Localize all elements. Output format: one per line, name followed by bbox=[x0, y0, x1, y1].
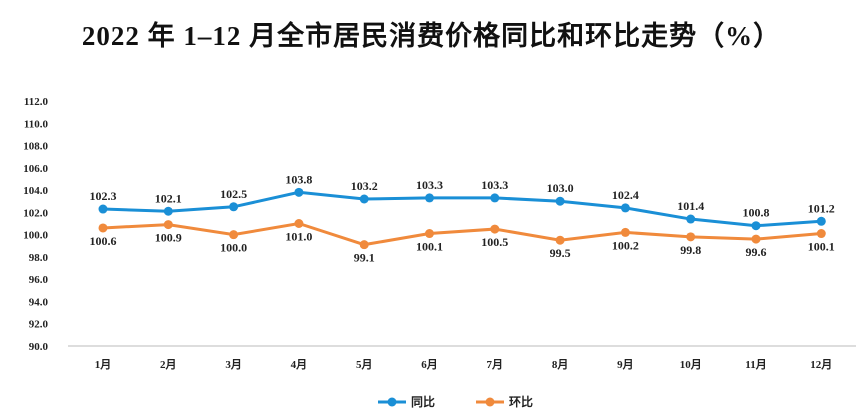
data-point bbox=[425, 229, 434, 239]
y-tick-label: 96.0 bbox=[29, 274, 49, 286]
data-label: 100.0 bbox=[220, 241, 247, 255]
data-point bbox=[294, 219, 304, 228]
data-label: 103.3 bbox=[416, 178, 443, 192]
data-point bbox=[816, 229, 826, 239]
data-point bbox=[555, 196, 565, 206]
data-label: 100.9 bbox=[155, 231, 182, 245]
y-tick-label: 92.0 bbox=[29, 319, 49, 331]
data-label: 100.6 bbox=[90, 234, 117, 248]
data-label: 103.8 bbox=[285, 172, 312, 186]
y-tick-label: 106.0 bbox=[23, 163, 48, 175]
legend-marker bbox=[485, 397, 495, 407]
x-tick-label: 9月 bbox=[617, 358, 634, 371]
data-label: 99.5 bbox=[550, 246, 571, 260]
data-label: 103.2 bbox=[351, 179, 378, 193]
data-label: 103.3 bbox=[481, 178, 508, 192]
data-point bbox=[555, 235, 565, 245]
y-tick-label: 104.0 bbox=[23, 185, 48, 197]
data-point bbox=[620, 203, 630, 213]
y-tick-label: 94.0 bbox=[29, 296, 49, 308]
data-point bbox=[425, 193, 434, 203]
series-line-0 bbox=[102, 190, 822, 228]
x-tick-label: 8月 bbox=[552, 358, 569, 371]
data-label: 100.2 bbox=[612, 238, 639, 252]
data-point bbox=[686, 214, 696, 224]
data-point bbox=[98, 204, 108, 214]
data-point bbox=[163, 220, 173, 230]
data-label: 100.1 bbox=[416, 240, 443, 254]
x-tick-label: 4月 bbox=[291, 358, 308, 371]
x-tick-label: 11月 bbox=[745, 358, 766, 371]
data-label: 99.1 bbox=[354, 251, 375, 265]
y-tick-label: 100.0 bbox=[23, 230, 48, 242]
data-point bbox=[620, 227, 630, 237]
series-line-1 bbox=[102, 221, 822, 247]
data-label: 101.4 bbox=[677, 199, 704, 213]
x-tick-label: 3月 bbox=[225, 358, 242, 371]
data-point bbox=[359, 194, 369, 204]
x-tick-label: 12月 bbox=[810, 358, 832, 371]
y-tick-label: 90.0 bbox=[29, 341, 49, 353]
data-label: 100.1 bbox=[808, 240, 835, 254]
data-point bbox=[490, 193, 500, 203]
data-label: 102.5 bbox=[220, 187, 247, 201]
data-point bbox=[98, 223, 108, 233]
x-tick-label: 7月 bbox=[487, 358, 504, 371]
x-tick-label: 2月 bbox=[160, 358, 177, 371]
data-label: 101.2 bbox=[808, 201, 835, 215]
data-point bbox=[490, 224, 500, 234]
data-point bbox=[294, 187, 304, 197]
y-tick-label: 98.0 bbox=[29, 252, 49, 264]
data-point bbox=[751, 234, 761, 244]
legend-label: 同比 bbox=[411, 394, 435, 409]
data-point bbox=[229, 202, 239, 212]
x-tick-label: 10月 bbox=[680, 358, 702, 371]
x-tick-label: 6月 bbox=[421, 358, 438, 371]
data-label: 100.5 bbox=[481, 235, 508, 249]
data-point bbox=[686, 232, 696, 242]
data-label: 99.6 bbox=[746, 245, 767, 259]
data-label: 102.3 bbox=[90, 189, 117, 203]
y-tick-label: 108.0 bbox=[23, 141, 48, 153]
x-tick-label: 1月 bbox=[95, 358, 112, 371]
data-point bbox=[163, 206, 173, 216]
y-tick-label: 102.0 bbox=[23, 207, 48, 219]
y-tick-label: 112.0 bbox=[24, 96, 49, 108]
data-label: 99.8 bbox=[680, 243, 701, 257]
chart-title: 2022 年 1–12 月全市居民消费价格同比和环比走势（%） bbox=[81, 21, 782, 51]
legend-label: 环比 bbox=[509, 394, 533, 409]
data-label: 102.4 bbox=[612, 188, 639, 202]
data-point bbox=[816, 216, 826, 226]
data-point bbox=[751, 221, 761, 231]
legend-marker bbox=[387, 397, 397, 407]
y-tick-label: 110.0 bbox=[24, 118, 49, 130]
data-label: 101.0 bbox=[285, 230, 312, 244]
data-point bbox=[359, 240, 369, 250]
data-label: 102.1 bbox=[155, 191, 182, 205]
data-label: 100.8 bbox=[743, 206, 770, 220]
x-tick-label: 5月 bbox=[356, 358, 373, 371]
data-label: 103.0 bbox=[547, 181, 574, 195]
data-point bbox=[229, 230, 239, 240]
